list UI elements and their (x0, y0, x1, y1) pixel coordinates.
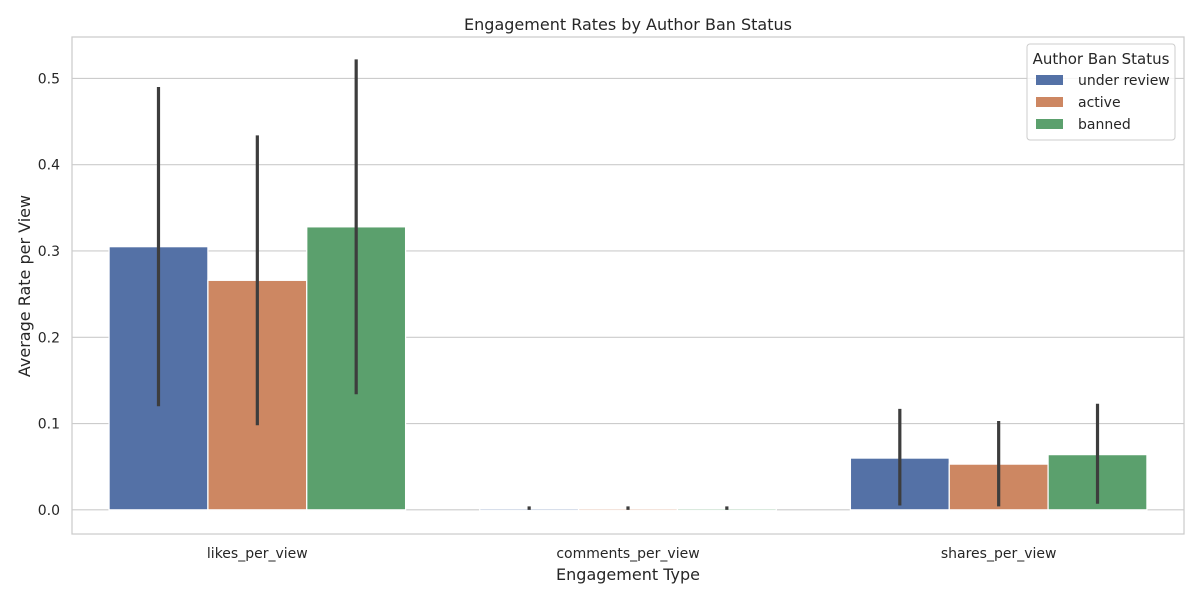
y-tick-layer: 0.0 0.1 0.2 0.3 0.4 0.5 (38, 71, 60, 518)
legend-box (1026, 43, 1176, 141)
x-tick-label: likes_per_view (207, 546, 308, 562)
x-tick-layer: likes_per_view comments_per_view shares_pe… (207, 546, 1057, 562)
y-tick-label: 0.5 (38, 71, 60, 87)
y-tick-label: 0.2 (38, 330, 60, 346)
y-tick-label: 0.3 (38, 244, 60, 260)
y-tick-label: 0.0 (38, 503, 60, 519)
x-tick-label: shares_per_view (941, 546, 1057, 562)
legend-swatch (1036, 75, 1063, 85)
y-tick-label: 0.1 (38, 417, 60, 433)
x-tick-label: comments_per_view (556, 546, 699, 562)
legend: Author Ban Status under review active bann… (1026, 43, 1176, 141)
legend-swatch (1036, 97, 1063, 107)
legend-label: banned (1078, 117, 1131, 133)
legend-swatch (1036, 119, 1063, 129)
error-bar-layer (156, 59, 1100, 510)
legend-items: under review active banned (1036, 73, 1170, 133)
x-axis-label: Engagement Type (556, 565, 700, 584)
legend-title: Author Ban Status (1033, 50, 1170, 68)
chart-title: Engagement Rates by Author Ban Status (464, 15, 792, 34)
y-tick-label: 0.4 (38, 158, 60, 174)
legend-label: active (1078, 95, 1121, 111)
y-axis-label: Average Rate per View (15, 195, 34, 377)
legend-label: under review (1078, 73, 1170, 89)
